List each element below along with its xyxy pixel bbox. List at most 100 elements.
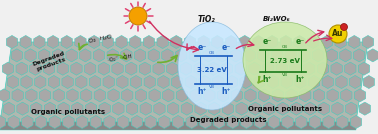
Polygon shape [185,75,197,89]
Polygon shape [12,89,23,102]
Text: h⁺: h⁺ [197,88,207,96]
Text: h⁺: h⁺ [221,88,231,96]
Polygon shape [148,49,160,62]
Polygon shape [214,115,225,129]
Polygon shape [22,115,33,129]
Polygon shape [322,75,333,89]
Polygon shape [107,49,118,62]
Polygon shape [358,62,370,75]
Polygon shape [363,35,374,49]
Polygon shape [236,102,247,115]
Polygon shape [280,35,291,49]
Polygon shape [2,62,14,75]
Text: h⁺: h⁺ [262,75,272,85]
Polygon shape [212,35,223,49]
Polygon shape [331,62,342,75]
Polygon shape [39,89,51,102]
Polygon shape [317,62,328,75]
Polygon shape [84,62,96,75]
Polygon shape [154,102,165,115]
Polygon shape [231,89,242,102]
Polygon shape [44,102,56,115]
Polygon shape [36,115,47,129]
Polygon shape [326,49,338,62]
Polygon shape [204,89,215,102]
Polygon shape [145,115,156,129]
Polygon shape [71,102,83,115]
Text: Organic pollutants: Organic pollutants [31,109,105,115]
Polygon shape [143,35,155,49]
Polygon shape [258,49,269,62]
Polygon shape [321,35,333,49]
Polygon shape [350,115,362,129]
Polygon shape [139,62,150,75]
Polygon shape [304,102,316,115]
Polygon shape [181,102,192,115]
Polygon shape [296,115,307,129]
Polygon shape [184,35,196,49]
Circle shape [129,7,147,25]
Polygon shape [254,75,265,89]
Polygon shape [327,89,338,102]
Polygon shape [89,75,101,89]
Polygon shape [80,49,91,62]
Polygon shape [170,35,182,49]
Polygon shape [176,89,188,102]
Polygon shape [0,115,6,129]
Polygon shape [167,62,178,75]
Ellipse shape [178,22,246,110]
Polygon shape [149,89,160,102]
Polygon shape [122,89,133,102]
Polygon shape [16,62,27,75]
Polygon shape [98,62,110,75]
Polygon shape [20,35,31,49]
Polygon shape [336,75,347,89]
Polygon shape [209,102,220,115]
Polygon shape [227,115,239,129]
Polygon shape [239,35,251,49]
Polygon shape [90,115,102,129]
Polygon shape [76,115,88,129]
Polygon shape [341,89,352,102]
Polygon shape [162,49,173,62]
Polygon shape [112,62,123,75]
Polygon shape [299,89,311,102]
Polygon shape [286,89,297,102]
Text: Degraded products: Degraded products [190,117,266,123]
Polygon shape [34,35,45,49]
Polygon shape [57,62,68,75]
Polygon shape [53,89,65,102]
Text: TiO₂: TiO₂ [198,15,216,24]
Text: CB: CB [282,46,288,49]
Polygon shape [140,102,152,115]
Polygon shape [3,102,14,115]
Polygon shape [281,75,292,89]
Polygon shape [245,89,256,102]
Polygon shape [67,89,78,102]
Polygon shape [130,75,142,89]
Polygon shape [276,62,288,75]
Polygon shape [235,62,246,75]
Polygon shape [277,102,288,115]
Polygon shape [222,62,233,75]
Polygon shape [199,75,210,89]
Polygon shape [363,75,375,89]
Text: e⁻: e⁻ [295,38,305,46]
Polygon shape [350,75,361,89]
Text: CB: CB [209,51,215,55]
Polygon shape [308,75,320,89]
Text: O₂  H₂O: O₂ H₂O [88,34,112,44]
Polygon shape [337,115,348,129]
Polygon shape [271,49,283,62]
Polygon shape [103,75,115,89]
Polygon shape [30,62,41,75]
Text: 2.73 eV: 2.73 eV [270,58,300,64]
Polygon shape [158,75,169,89]
Polygon shape [312,49,324,62]
Polygon shape [217,49,228,62]
Polygon shape [295,75,306,89]
Polygon shape [131,115,143,129]
Polygon shape [335,35,346,49]
Polygon shape [309,115,321,129]
Polygon shape [359,102,370,115]
